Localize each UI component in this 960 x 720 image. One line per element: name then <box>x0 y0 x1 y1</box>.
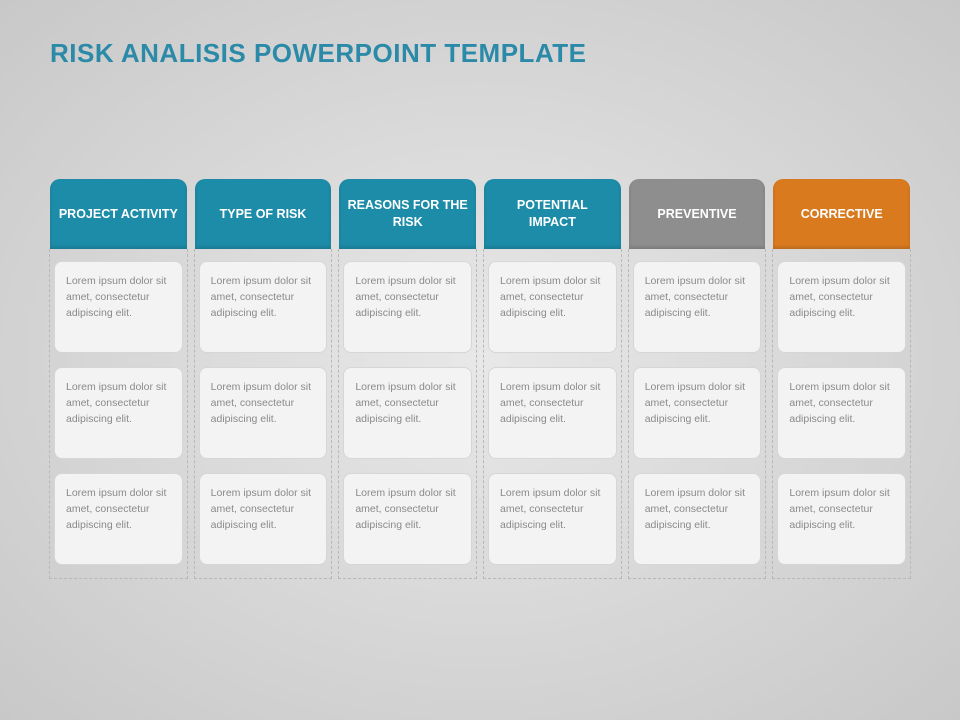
table-cell: Lorem ipsum dolor sit amet, consectetur … <box>777 367 906 459</box>
column-header: TYPE OF RISK <box>195 179 332 249</box>
table-cell: Lorem ipsum dolor sit amet, consectetur … <box>199 261 328 353</box>
table-cell: Lorem ipsum dolor sit amet, consectetur … <box>777 261 906 353</box>
table-cell: Lorem ipsum dolor sit amet, consectetur … <box>343 367 472 459</box>
column-cells: Lorem ipsum dolor sit amet, consectetur … <box>629 249 766 579</box>
column: PREVENTIVE Lorem ipsum dolor sit amet, co… <box>629 179 766 579</box>
column-header: PREVENTIVE <box>629 179 766 249</box>
column-cells: Lorem ipsum dolor sit amet, consectetur … <box>339 249 476 579</box>
table-cell: Lorem ipsum dolor sit amet, consectetur … <box>633 473 762 565</box>
column-cells: Lorem ipsum dolor sit amet, consectetur … <box>773 249 910 579</box>
column-cells: Lorem ipsum dolor sit amet, consectetur … <box>50 249 187 579</box>
table-cell: Lorem ipsum dolor sit amet, consectetur … <box>199 367 328 459</box>
slide-title: RISK ANALISIS POWERPOINT TEMPLATE <box>50 38 910 69</box>
table-cell: Lorem ipsum dolor sit amet, consectetur … <box>54 261 183 353</box>
table-cell: Lorem ipsum dolor sit amet, consectetur … <box>777 473 906 565</box>
column-header: PROJECT ACTIVITY <box>50 179 187 249</box>
column-cells: Lorem ipsum dolor sit amet, consectetur … <box>195 249 332 579</box>
column-header: POTENTIAL IMPACT <box>484 179 621 249</box>
table-cell: Lorem ipsum dolor sit amet, consectetur … <box>488 261 617 353</box>
column-header: REASONS FOR THE RISK <box>339 179 476 249</box>
column-cells: Lorem ipsum dolor sit amet, consectetur … <box>484 249 621 579</box>
column: PROJECT ACTIVITY Lorem ipsum dolor sit am… <box>50 179 187 579</box>
slide: RISK ANALISIS POWERPOINT TEMPLATE PROJEC… <box>0 0 960 720</box>
table-cell: Lorem ipsum dolor sit amet, consectetur … <box>488 367 617 459</box>
table-cell: Lorem ipsum dolor sit amet, consectetur … <box>343 473 472 565</box>
column: POTENTIAL IMPACT Lorem ipsum dolor sit am… <box>484 179 621 579</box>
table-cell: Lorem ipsum dolor sit amet, consectetur … <box>54 367 183 459</box>
column: TYPE OF RISK Lorem ipsum dolor sit amet, … <box>195 179 332 579</box>
column-header: CORRECTIVE <box>773 179 910 249</box>
table-cell: Lorem ipsum dolor sit amet, consectetur … <box>343 261 472 353</box>
column: CORRECTIVE Lorem ipsum dolor sit amet, co… <box>773 179 910 579</box>
risk-table: PROJECT ACTIVITYLorem ipsum dolor sit am… <box>50 179 910 579</box>
table-cell: Lorem ipsum dolor sit amet, consectetur … <box>488 473 617 565</box>
table-cell: Lorem ipsum dolor sit amet, consectetur … <box>54 473 183 565</box>
table-cell: Lorem ipsum dolor sit amet, consectetur … <box>199 473 328 565</box>
table-cell: Lorem ipsum dolor sit amet, consectetur … <box>633 367 762 459</box>
table-cell: Lorem ipsum dolor sit amet, consectetur … <box>633 261 762 353</box>
column: REASONS FOR THE RISK Lorem ipsum dolor si… <box>339 179 476 579</box>
